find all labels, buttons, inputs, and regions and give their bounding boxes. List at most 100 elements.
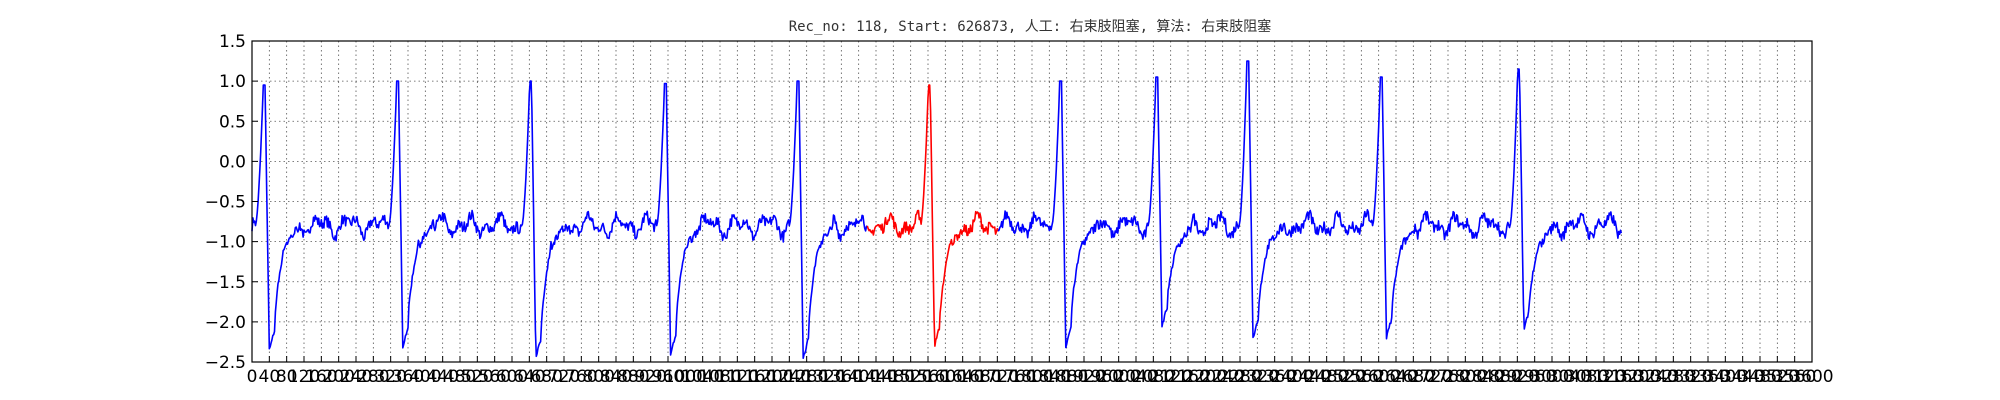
x-tick-label: 2040 (1114, 367, 1157, 387)
x-tick-label: 600 (496, 367, 528, 387)
x-tick-label: 400 (409, 367, 441, 387)
y-tick-label: 0.0 (219, 152, 246, 172)
x-tick-label: 1000 (664, 367, 707, 387)
x-tick-label: 2920 (1496, 367, 1539, 387)
x-tick-label: 2640 (1374, 367, 1417, 387)
x-tick-label: 560 (478, 367, 510, 387)
x-tick-label: 2440 (1288, 367, 1331, 387)
x-tick-label: 3600 (1790, 367, 1833, 387)
x-tick-label: 1440 (854, 367, 897, 387)
x-tick-label: 1800 (1010, 367, 1053, 387)
y-tick-label: −2.0 (205, 313, 246, 333)
x-tick-label: 40 (259, 367, 281, 387)
x-tick-label: 1040 (681, 367, 724, 387)
x-tick-label: 1280 (785, 367, 828, 387)
y-tick-label: −2.5 (205, 353, 246, 373)
x-tick-label: 1400 (837, 367, 880, 387)
x-tick-label: 1840 (1028, 367, 1071, 387)
x-tick-label: 680 (530, 367, 562, 387)
x-tick-label: 1360 (820, 367, 863, 387)
x-tick-label: 1960 (1080, 367, 1123, 387)
series-layer (251, 60, 1623, 360)
y-tick-label: 0.5 (219, 112, 246, 132)
x-tick-label: 720 (548, 367, 580, 387)
x-tick-label: 760 (565, 367, 597, 387)
x-tick-label: 1720 (976, 367, 1019, 387)
x-tick-label: 3200 (1617, 367, 1660, 387)
x-tick-label: 1120 (716, 367, 759, 387)
x-tick-label: 3560 (1773, 367, 1816, 387)
x-tick-label: 2760 (1426, 367, 1469, 387)
x-axis: 0 408012016020024028032036040044048052056… (247, 356, 1834, 387)
x-tick-label: 2240 (1201, 367, 1244, 387)
x-tick-label: 2160 (1166, 367, 1209, 387)
x-tick-label: 2000 (1097, 367, 1140, 387)
x-tick-label: 240 (340, 367, 372, 387)
x-tick-label: 200 (322, 367, 354, 387)
y-tick-label: 1.5 (219, 32, 246, 52)
x-tick-label: 1200 (750, 367, 793, 387)
x-tick-label: 3280 (1652, 367, 1695, 387)
x-tick-label: 3480 (1738, 367, 1781, 387)
x-tick-label: 1880 (1045, 367, 1088, 387)
x-tick-label: 1520 (889, 367, 932, 387)
x-tick-label: 2280 (1218, 367, 1261, 387)
x-tick-label: 920 (634, 367, 666, 387)
x-tick-label: 520 (461, 367, 493, 387)
y-tick-label: 1.0 (219, 72, 246, 92)
x-tick-label: 880 (617, 367, 649, 387)
x-tick-label: 0 (247, 367, 258, 387)
y-axis: −2.5 −2.0 −1.5 −1.0 −0.5 0.0 0.5 1.0 1.5 (205, 32, 258, 373)
x-tick-label: 640 (513, 367, 545, 387)
grid-layer (251, 40, 1813, 363)
x-tick-label: 80 (276, 367, 298, 387)
x-tick-label: 2960 (1513, 367, 1556, 387)
x-tick-label: 1480 (872, 367, 915, 387)
x-tick-label: 2680 (1392, 367, 1435, 387)
x-tick-label: 1680 (958, 367, 1001, 387)
x-tick-label: 2880 (1478, 367, 1521, 387)
y-tick-label: −1.0 (205, 233, 246, 253)
x-tick-label: 1560 (906, 367, 949, 387)
x-tick-label: 360 (392, 367, 424, 387)
x-tick-label: 2080 (1132, 367, 1175, 387)
x-tick-label: 1320 (802, 367, 845, 387)
x-tick-label: 2800 (1444, 367, 1487, 387)
x-tick-label: 3000 (1530, 367, 1573, 387)
y-tick-label: −0.5 (205, 193, 246, 213)
x-tick-label: 3080 (1565, 367, 1608, 387)
x-tick-label: 2560 (1340, 367, 1383, 387)
x-tick-label: 320 (374, 367, 406, 387)
x-tick-label: 480 (444, 367, 476, 387)
x-tick-label: 3440 (1721, 367, 1764, 387)
x-tick-label: 1080 (698, 367, 741, 387)
x-tick-label: 2600 (1357, 367, 1400, 387)
x-tick-label: 3160 (1600, 367, 1643, 387)
x-tick-label: 3320 (1669, 367, 1712, 387)
x-tick-label: 2320 (1236, 367, 1279, 387)
x-tick-label: 2200 (1184, 367, 1227, 387)
x-tick-label: 3120 (1582, 367, 1625, 387)
x-tick-label: 2400 (1270, 367, 1313, 387)
x-tick-label: 800 (582, 367, 614, 387)
x-tick-label: 440 (426, 367, 458, 387)
x-tick-label: 1640 (941, 367, 984, 387)
x-tick-label: 120 (288, 367, 320, 387)
x-tick-label: 2120 (1149, 367, 1192, 387)
highlighted-ecg-segment (866, 84, 999, 347)
x-tick-label: 1160 (733, 367, 776, 387)
x-tick-label: 2520 (1322, 367, 1365, 387)
ecg-signal-line (251, 80, 868, 360)
x-tick-label: 3040 (1548, 367, 1591, 387)
x-tick-label: 1760 (993, 367, 1036, 387)
x-tick-label: 160 (305, 367, 337, 387)
x-tick-label: 3240 (1634, 367, 1677, 387)
x-tick-label: 2840 (1461, 367, 1504, 387)
x-tick-label: 1600 (924, 367, 967, 387)
x-tick-label: 1240 (768, 367, 811, 387)
x-tick-label: 2480 (1305, 367, 1348, 387)
x-tick-label: 840 (600, 367, 632, 387)
x-tick-label: 2720 (1409, 367, 1452, 387)
ecg-signal-line (997, 60, 1623, 349)
